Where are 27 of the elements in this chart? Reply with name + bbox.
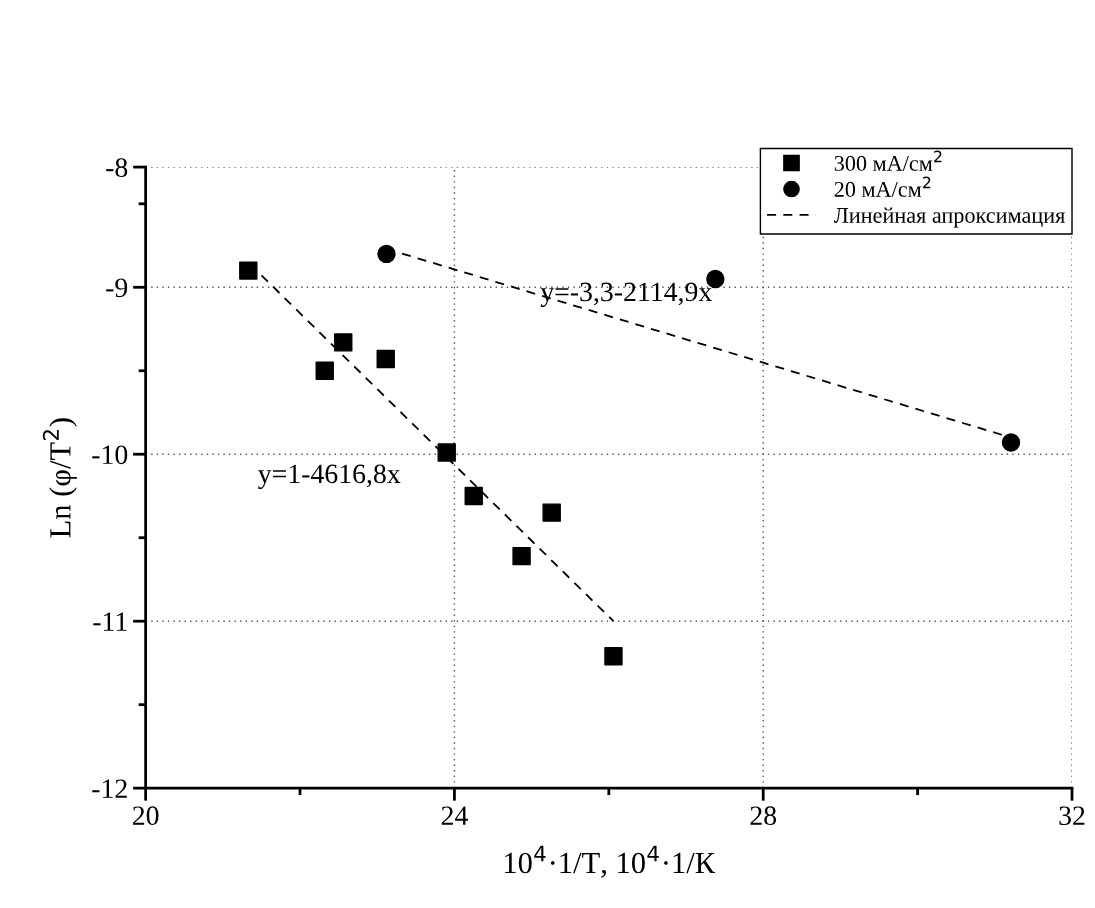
point <box>437 443 456 462</box>
annotation: y=-3,3-2114,9x <box>540 282 712 307</box>
y-axis-title: Ln (φ/T$^{2}$) <box>42 418 77 538</box>
point <box>512 546 531 566</box>
x-tick-label: 32 <box>1059 806 1085 826</box>
y-tick-label: -12 <box>92 779 127 798</box>
legend-label: 20 мА/см$^{2}$ <box>834 176 931 197</box>
x-axis-title: 10$^{4}$·1/T, 10$^{4}$·1/К <box>505 845 716 878</box>
point <box>239 261 258 280</box>
point <box>1001 433 1021 452</box>
y-tick-label: -10 <box>92 445 128 465</box>
point <box>542 503 561 522</box>
point <box>604 647 623 666</box>
annotation: y=1-4616,8x <box>258 464 401 489</box>
y-tick-label: -9 <box>106 278 128 298</box>
x-tick-label: 24 <box>441 806 468 825</box>
point <box>334 333 353 352</box>
legend-label: Линейная апроксимация <box>833 207 1065 228</box>
x-tick-label: 20 <box>132 806 159 826</box>
y-tick-label: -8 <box>106 158 128 177</box>
point <box>376 349 395 369</box>
x-tick-label: 28 <box>750 806 777 826</box>
point <box>377 244 396 264</box>
point <box>315 361 334 380</box>
y-tick-label: -11 <box>93 612 127 631</box>
point <box>464 486 483 506</box>
legend-label: 300 мА/см$^{2}$ <box>834 150 942 171</box>
